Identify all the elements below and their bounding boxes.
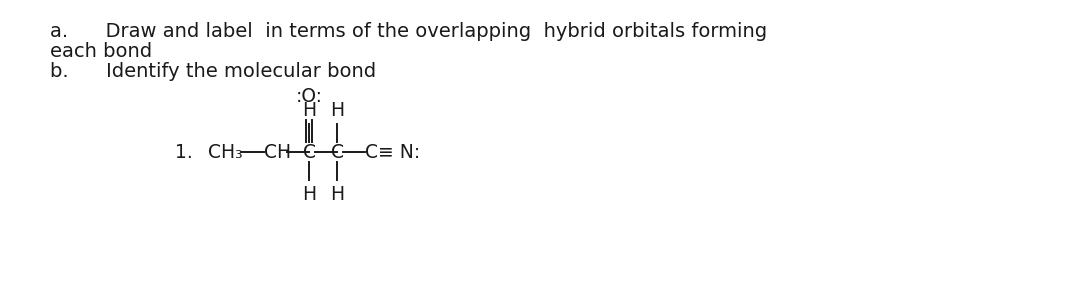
Text: C≡ N:: C≡ N: bbox=[365, 142, 420, 161]
Text: C: C bbox=[330, 142, 343, 161]
Text: C: C bbox=[302, 142, 315, 161]
Text: a.      Draw and label  in terms of the overlapping  hybrid orbitals forming: a. Draw and label in terms of the overla… bbox=[50, 22, 767, 41]
Text: CH: CH bbox=[264, 142, 292, 161]
Text: :O:: :O: bbox=[296, 88, 323, 106]
Text: H: H bbox=[302, 184, 316, 203]
Text: each bond: each bond bbox=[50, 42, 152, 61]
Text: b.      Identify the molecular bond: b. Identify the molecular bond bbox=[50, 62, 376, 81]
Text: H: H bbox=[302, 100, 316, 119]
Text: 1.: 1. bbox=[175, 142, 192, 161]
Text: CH₃: CH₃ bbox=[208, 142, 243, 161]
Text: H: H bbox=[329, 184, 345, 203]
Text: H: H bbox=[329, 100, 345, 119]
